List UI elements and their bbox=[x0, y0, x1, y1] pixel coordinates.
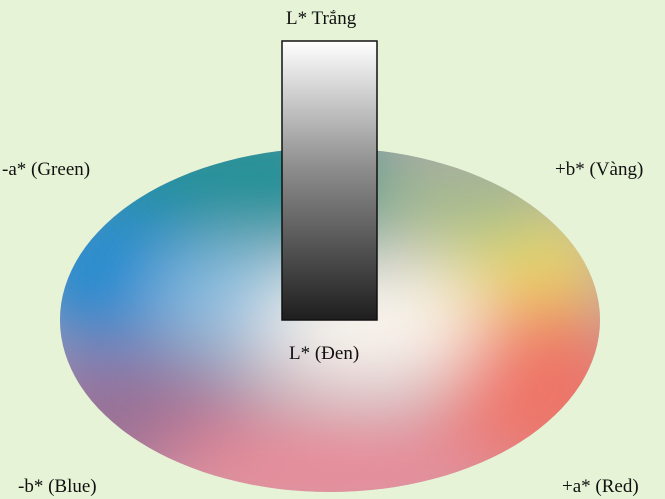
label-minus-b-blue: -b* (Blue) bbox=[18, 476, 97, 497]
label-minus-a-green: -a* (Green) bbox=[2, 159, 91, 180]
lightness-bar bbox=[281, 40, 378, 321]
label-plus-a-red: +a* (Red) bbox=[562, 476, 639, 497]
label-l-white: L* Trắng bbox=[286, 8, 357, 29]
label-l-black: L* (Đen) bbox=[289, 343, 360, 364]
label-plus-b-yellow: +b* (Vàng) bbox=[555, 159, 644, 180]
